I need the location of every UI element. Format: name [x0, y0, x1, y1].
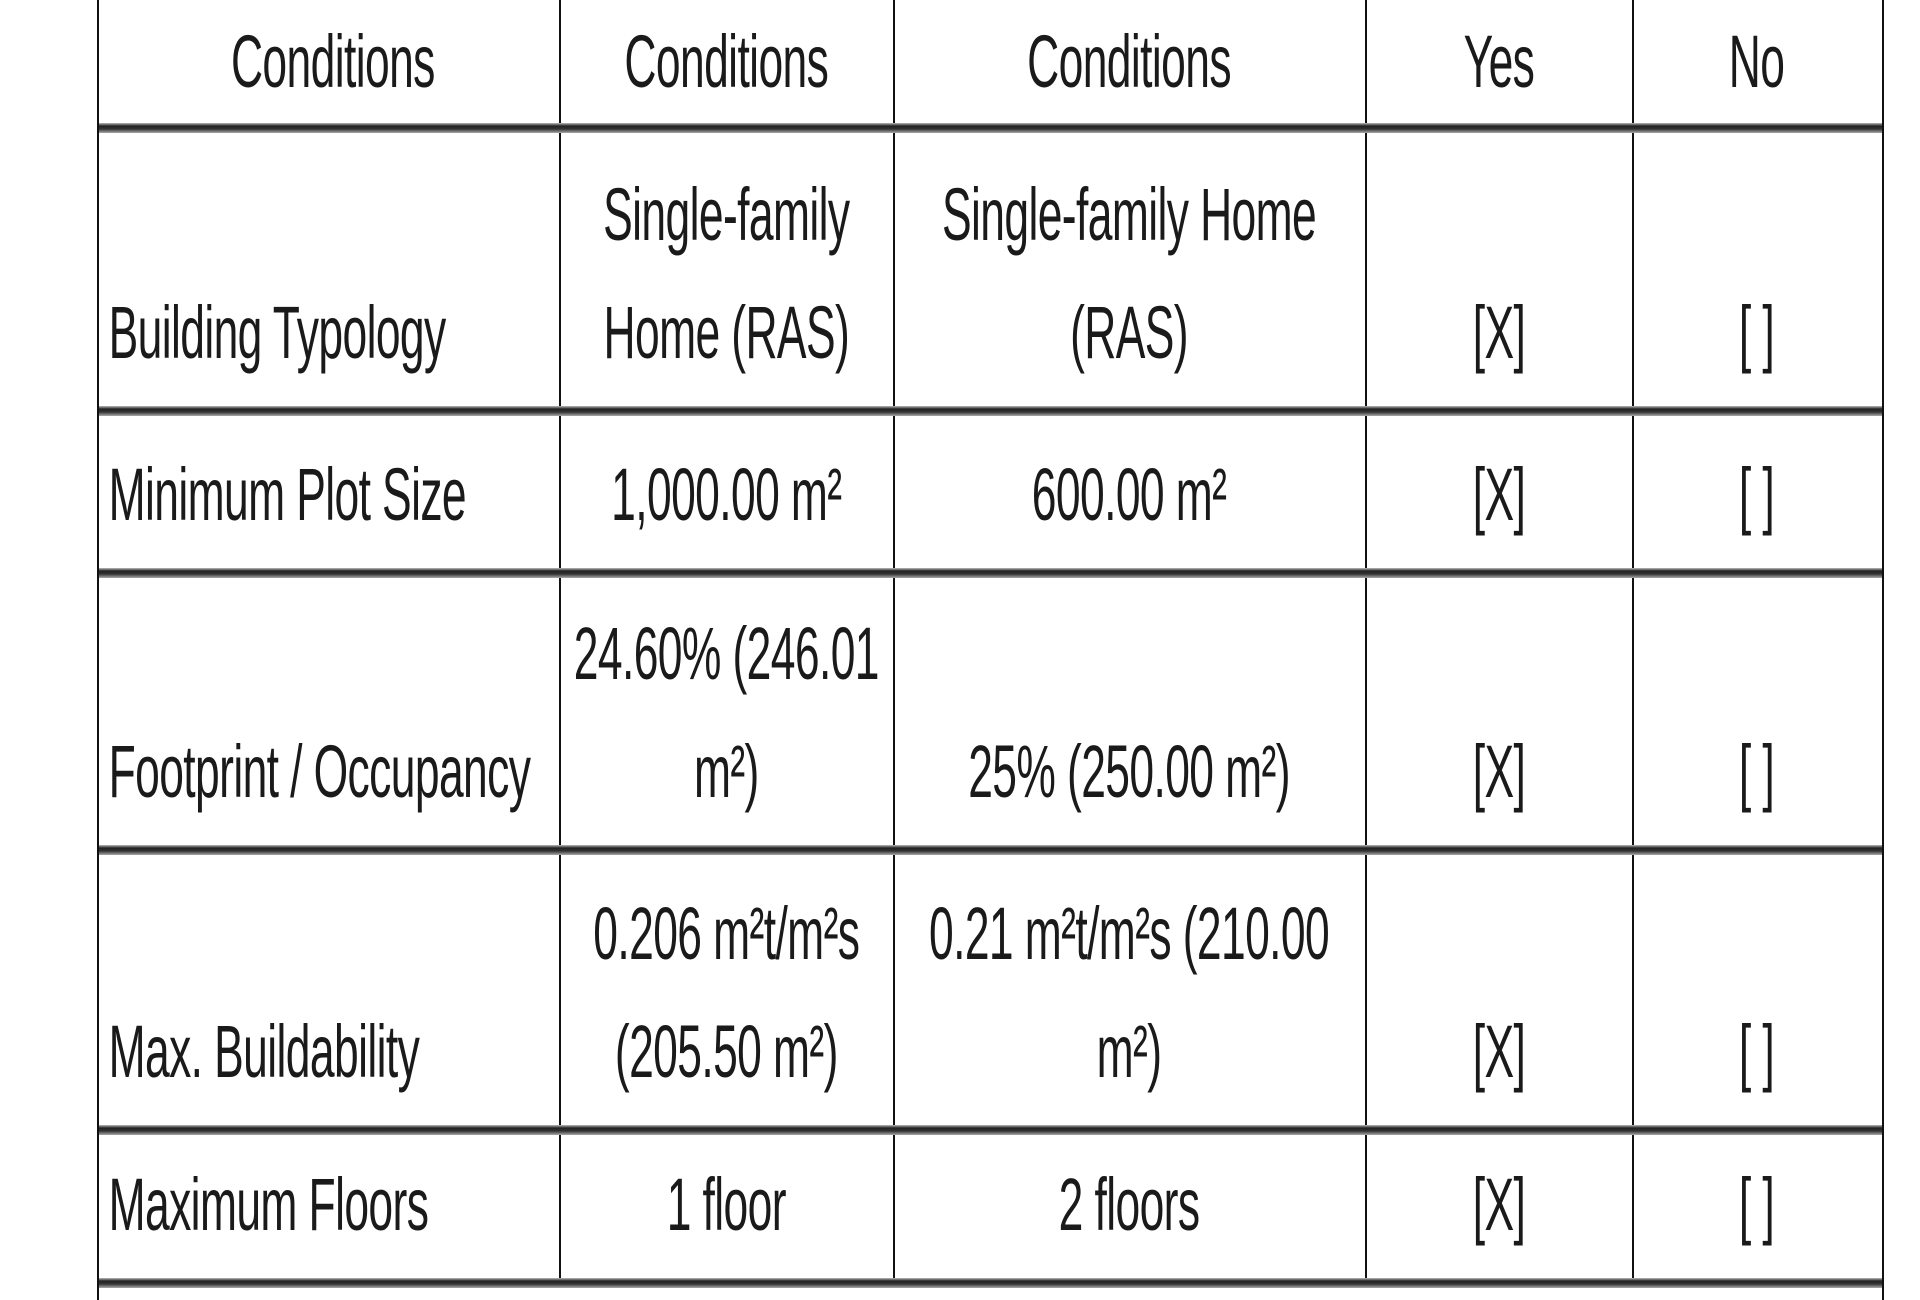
project-value: 0.206 m²t/m²s (205.50 m²)	[593, 892, 860, 1093]
condition-label: Maximum Floors	[108, 1163, 429, 1246]
row-divider	[99, 123, 1882, 133]
condition-label: Minimum Plot Size	[108, 453, 467, 536]
table-row: Minimum Plot Size 1,000.00 m² 600.00 m² [X]…	[99, 416, 1882, 568]
yes-check-cell: [X]	[1367, 133, 1634, 406]
required-value: 600.00 m²	[1031, 453, 1227, 536]
no-check: [ ]	[1738, 291, 1775, 374]
condition-label-cell: Max. Buildability	[99, 855, 561, 1125]
required-value-cell: Single-family Home (RAS)	[895, 133, 1367, 406]
yes-check-cell: [X]	[1367, 416, 1634, 568]
required-value-cell: 2 floors	[895, 1135, 1367, 1278]
table-row: Building Typology Single-family Home (RAS…	[99, 133, 1882, 406]
no-check-cell: [ ]	[1634, 416, 1880, 568]
table-row: Footprint / Occupancy 24.60% (246.01 m²) 2…	[99, 578, 1882, 845]
yes-check: [X]	[1472, 453, 1526, 536]
condition-label-cell: Maximum Floors	[99, 1135, 561, 1278]
required-value: 2 floors	[1058, 1163, 1200, 1246]
project-value: 1 floor	[666, 1163, 787, 1246]
table-body: Building Typology Single-family Home (RAS…	[99, 133, 1882, 1288]
project-value-cell: Single-family Home (RAS)	[561, 133, 895, 406]
row-divider	[99, 845, 1882, 855]
yes-check: [X]	[1472, 1163, 1526, 1246]
condition-label-cell: Building Typology	[99, 133, 561, 406]
no-check-cell: [ ]	[1634, 133, 1880, 406]
header-cell: Conditions	[561, 0, 895, 123]
required-value-cell: 0.21 m²t/m²s (210.00 m²)	[895, 855, 1367, 1125]
yes-check: [X]	[1472, 291, 1526, 374]
yes-check-cell: [X]	[1367, 1135, 1634, 1278]
required-value-cell: 600.00 m²	[895, 416, 1367, 568]
condition-label-cell: Footprint / Occupancy	[99, 578, 561, 845]
condition-label: Footprint / Occupancy	[108, 730, 531, 813]
header-cell-yes: Yes	[1367, 0, 1634, 123]
condition-label-cell: Minimum Plot Size	[99, 416, 561, 568]
condition-label: Max. Buildability	[108, 1010, 420, 1093]
no-check: [ ]	[1738, 730, 1775, 813]
no-check: [ ]	[1738, 1010, 1775, 1093]
row-divider	[99, 1125, 1882, 1135]
yes-check: [X]	[1472, 730, 1526, 813]
project-value-cell: 1,000.00 m²	[561, 416, 895, 568]
no-check-cell: [ ]	[1634, 855, 1880, 1125]
yes-check-cell: [X]	[1367, 855, 1634, 1125]
row-divider	[99, 406, 1882, 416]
required-value: Single-family Home (RAS)	[941, 173, 1317, 374]
required-value-cell: 25% (250.00 m²)	[895, 578, 1367, 845]
project-value-cell: 0.206 m²t/m²s (205.50 m²)	[561, 855, 895, 1125]
yes-check-cell: [X]	[1367, 578, 1634, 845]
project-value: 24.60% (246.01 m²)	[573, 612, 880, 813]
conditions-table: Conditions Conditions Conditions Yes No …	[97, 0, 1884, 1300]
condition-label: Building Typology	[108, 291, 447, 374]
no-check: [ ]	[1738, 453, 1775, 536]
project-value-cell: 1 floor	[561, 1135, 895, 1278]
required-value: 0.21 m²t/m²s (210.00 m²)	[929, 892, 1330, 1093]
project-value-cell: 24.60% (246.01 m²)	[561, 578, 895, 845]
header-cell: Conditions	[99, 0, 561, 123]
project-value: Single-family Home (RAS)	[603, 173, 850, 374]
required-value: 25% (250.00 m²)	[968, 730, 1290, 813]
no-check: [ ]	[1738, 1163, 1775, 1246]
header-cell: Conditions	[895, 0, 1367, 123]
project-value: 1,000.00 m²	[611, 453, 842, 536]
row-divider	[99, 568, 1882, 578]
yes-check: [X]	[1472, 1010, 1526, 1093]
header-cell-no: No	[1728, 19, 1785, 103]
table-row: Max. Buildability 0.206 m²t/m²s (205.50 m…	[99, 855, 1882, 1125]
table-row: Maximum Floors 1 floor 2 floors [X] [ ]	[99, 1135, 1882, 1278]
no-check-cell: [ ]	[1634, 1135, 1880, 1278]
no-check-cell: [ ]	[1634, 578, 1880, 845]
table-header-row: Conditions Conditions Conditions Yes No	[99, 0, 1882, 123]
